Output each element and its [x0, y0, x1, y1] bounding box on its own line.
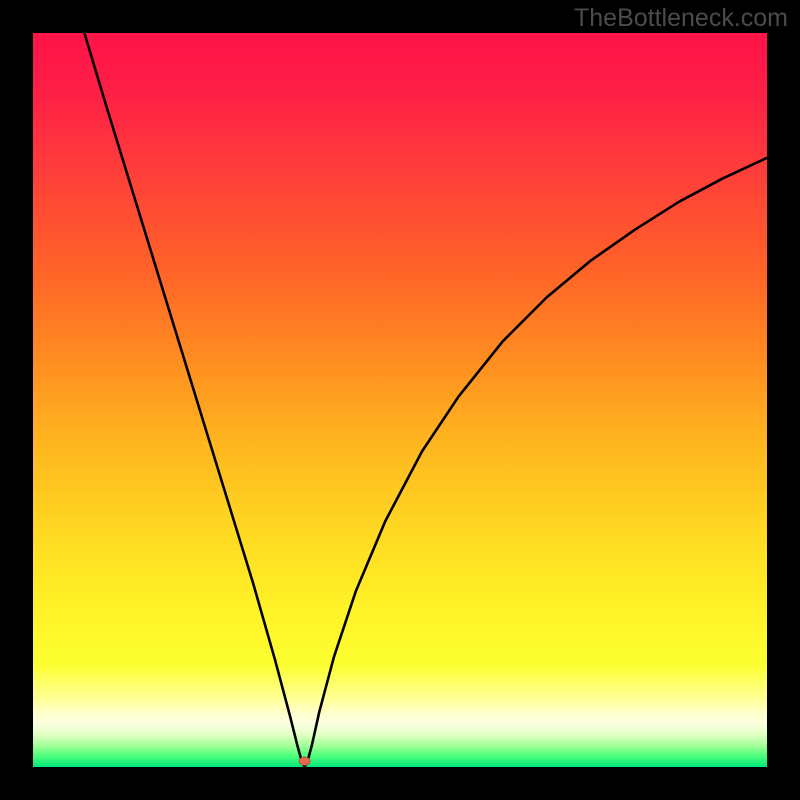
- chart-frame: TheBottleneck.com: [0, 0, 800, 800]
- plot-svg: [33, 33, 767, 767]
- plot-area: [33, 33, 767, 767]
- plot-background: [33, 33, 767, 767]
- watermark-text: TheBottleneck.com: [574, 4, 788, 33]
- minimum-marker: [299, 757, 310, 765]
